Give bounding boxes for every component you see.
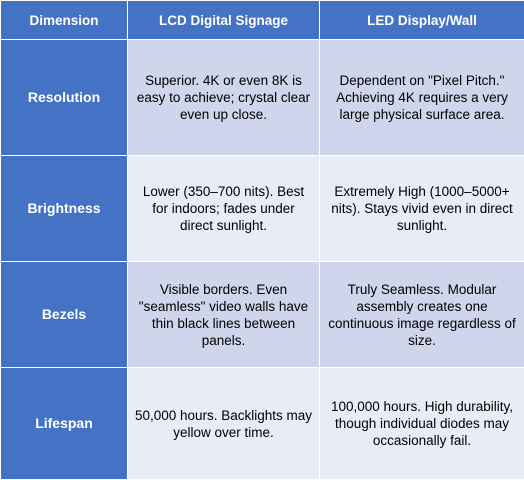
lcd-cell: Visible borders. Even "seamless" video w…	[128, 262, 320, 368]
header-row: Dimension LCD Digital Signage LED Displa…	[1, 1, 524, 40]
table-row: Lifespan 50,000 hours. Backlights may ye…	[1, 368, 524, 480]
table-row: Brightness Lower (350–700 nits). Best fo…	[1, 156, 524, 262]
led-cell: Truly Seamless. Modular assembly creates…	[320, 262, 524, 368]
lcd-cell: Superior. 4K or even 8K is easy to achie…	[128, 40, 320, 156]
header-led: LED Display/Wall	[320, 1, 524, 40]
row-label: Lifespan	[1, 368, 128, 480]
table-row: Resolution Superior. 4K or even 8K is ea…	[1, 40, 524, 156]
led-cell: 100,000 hours. High durability, though i…	[320, 368, 524, 480]
row-label: Brightness	[1, 156, 128, 262]
led-cell: Dependent on "Pixel Pitch." Achieving 4K…	[320, 40, 524, 156]
led-cell: Extremely High (1000–5000+ nits). Stays …	[320, 156, 524, 262]
lcd-cell: 50,000 hours. Backlights may yellow over…	[128, 368, 320, 480]
header-lcd: LCD Digital Signage	[128, 1, 320, 40]
row-label: Resolution	[1, 40, 128, 156]
header-dimension: Dimension	[1, 1, 128, 40]
row-label: Bezels	[1, 262, 128, 368]
table-row: Bezels Visible borders. Even "seamless" …	[1, 262, 524, 368]
lcd-cell: Lower (350–700 nits). Best for indoors; …	[128, 156, 320, 262]
